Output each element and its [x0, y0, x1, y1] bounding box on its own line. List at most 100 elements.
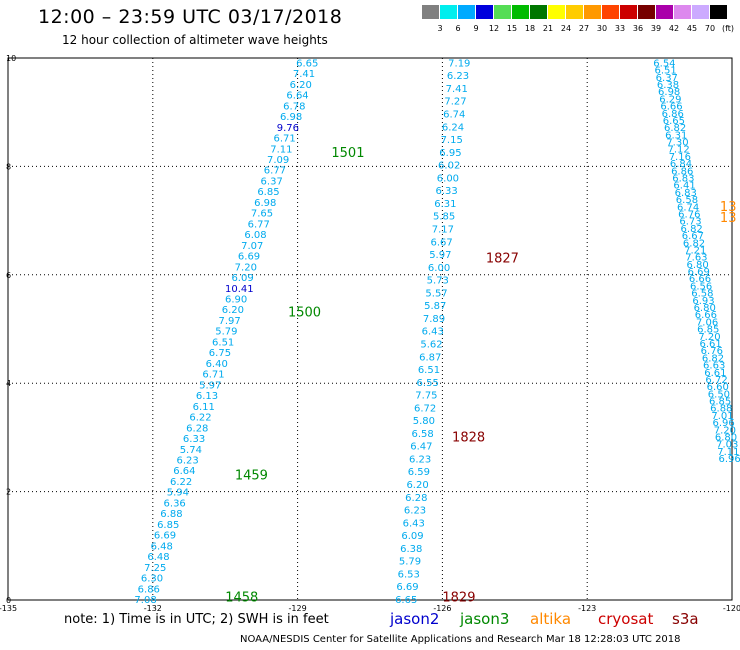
- wave-height-label: 6.58: [691, 289, 713, 300]
- wave-height-label: 5.80: [413, 416, 435, 427]
- wave-height-label: 7.07: [241, 241, 263, 252]
- y-tick-label: 8: [6, 162, 11, 171]
- wave-height-label: 7.41: [293, 69, 315, 80]
- wave-height-label: 6.31: [665, 130, 687, 141]
- wave-height-label: 7.63: [685, 253, 707, 264]
- wave-height-label: 5.97: [199, 380, 221, 391]
- wave-height-label: 6.33: [183, 434, 205, 445]
- wave-height-label: 6.43: [403, 518, 425, 529]
- wave-height-label: 6.58: [412, 429, 434, 440]
- wave-height-label: 6.85: [709, 397, 731, 408]
- wave-height-label: 5.87: [424, 301, 446, 312]
- wave-height-label: 6.85: [257, 187, 279, 198]
- wave-height-label: 6.69: [688, 267, 710, 278]
- colorbar-swatch: [692, 5, 709, 19]
- wave-height-label: 7.27: [444, 97, 466, 108]
- colorbar-label: 24: [560, 24, 572, 33]
- wave-height-label: 9.76: [277, 123, 299, 134]
- chart-subtitle: 12 hour collection of altimeter wave hei…: [62, 33, 328, 47]
- wave-height-label: 6.98: [658, 87, 680, 98]
- wave-height-label: 6.23: [404, 506, 426, 517]
- wave-height-label: 6.69: [154, 531, 176, 542]
- wave-height-label: 7.41: [446, 84, 468, 95]
- colorbar-swatch: [602, 5, 619, 19]
- wave-height-label: 6.43: [422, 327, 444, 338]
- wave-height-label: 6.50: [708, 389, 730, 400]
- x-tick-label: -135: [0, 604, 17, 613]
- wave-height-label: 6.41: [673, 181, 695, 192]
- wave-height-label: 7.08: [134, 595, 156, 606]
- time-label: 1459: [235, 468, 268, 483]
- colorbar-label: 39: [650, 24, 662, 33]
- wave-height-label: 5.79: [399, 557, 421, 568]
- wave-height-label: 6.13: [196, 391, 218, 402]
- wave-height-label: 7.20: [235, 262, 257, 273]
- wave-height-label: 6.63: [703, 361, 725, 372]
- wave-height-label: 6.23: [409, 454, 431, 465]
- wave-height-label: 6.55: [417, 378, 439, 389]
- wave-height-label: 6.74: [677, 202, 699, 213]
- colorbar-label: 12: [488, 24, 500, 33]
- colorbar-swatch: [638, 5, 655, 19]
- wave-height-label: 6.53: [398, 569, 420, 580]
- wave-height-label: 6.86: [138, 584, 160, 595]
- wave-height-label: 6.28: [186, 423, 208, 434]
- colorbar-label: 6: [455, 24, 461, 33]
- time-label: 1500: [288, 306, 321, 321]
- wave-height-label: 6.51: [212, 337, 234, 348]
- wave-height-label: 6.20: [290, 80, 312, 91]
- wave-height-label: 7.01: [711, 411, 733, 422]
- wave-height-label: 7.09: [267, 155, 289, 166]
- wave-height-label: 6.84: [670, 159, 692, 170]
- wave-height-label: 6.58: [676, 195, 698, 206]
- wave-height-label: 7.65: [251, 209, 273, 220]
- colorbar-label: 36: [632, 24, 644, 33]
- colorbar-label: (ft): [721, 24, 735, 33]
- wave-height-label: 6.09: [231, 273, 253, 284]
- wave-height-label: 6.22: [170, 477, 192, 488]
- wave-height-label: 6.60: [707, 382, 729, 393]
- time-label: 1827: [486, 252, 519, 267]
- colorbar-swatch: [656, 5, 673, 19]
- y-tick-label: 2: [6, 488, 11, 497]
- wave-height-label: 7.20: [698, 332, 720, 343]
- wave-height-label: 6.09: [401, 531, 423, 542]
- colorbar-label: 9: [473, 24, 479, 33]
- time-label: 13: [720, 200, 737, 215]
- wave-height-label: 6.85: [157, 520, 179, 531]
- wave-height-label: 7.25: [144, 563, 166, 574]
- wave-height-label: 6.08: [244, 230, 266, 241]
- wave-height-label: 6.67: [430, 237, 452, 248]
- y-tick-label: 0: [6, 596, 11, 605]
- wave-height-label: 7.75: [415, 391, 437, 402]
- wave-height-label: 6.64: [286, 91, 308, 102]
- colorbar-swatch: [458, 5, 475, 19]
- wave-height-label: 6.64: [173, 466, 195, 477]
- time-label: 1458: [225, 590, 258, 605]
- wave-height-label: 6.98: [280, 112, 302, 123]
- wave-height-label: 7.19: [448, 58, 470, 69]
- colorbar-swatch: [620, 5, 637, 19]
- legend-jason3: jason3: [460, 610, 510, 628]
- wave-height-label: 7.17: [432, 225, 454, 236]
- wave-height-label: 7.11: [270, 144, 292, 155]
- wave-height-label: 7.89: [423, 314, 445, 325]
- wave-height-label: 6.86: [662, 109, 684, 120]
- wave-height-label: 6.31: [434, 199, 456, 210]
- wave-height-label: 6.37: [656, 73, 678, 84]
- wave-height-label: 5.97: [429, 250, 451, 261]
- wave-height-label: 6.83: [672, 174, 694, 185]
- wave-height-label: 6.69: [396, 582, 418, 593]
- wave-height-label: 6.66: [695, 310, 717, 321]
- legend-s3a: s3a: [672, 610, 699, 628]
- wave-height-label: 7.16: [669, 152, 691, 163]
- wave-height-label: 6.29: [659, 94, 681, 105]
- wave-height-label: 7.11: [717, 447, 739, 458]
- wave-height-label: 6.20: [222, 305, 244, 316]
- colorbar-label: 45: [686, 24, 698, 33]
- wave-height-label: 6.82: [664, 123, 686, 134]
- wave-height-label: 6.54: [653, 58, 675, 69]
- wave-height-label: 6.00: [437, 173, 459, 184]
- wave-height-label: 6.51: [418, 365, 440, 376]
